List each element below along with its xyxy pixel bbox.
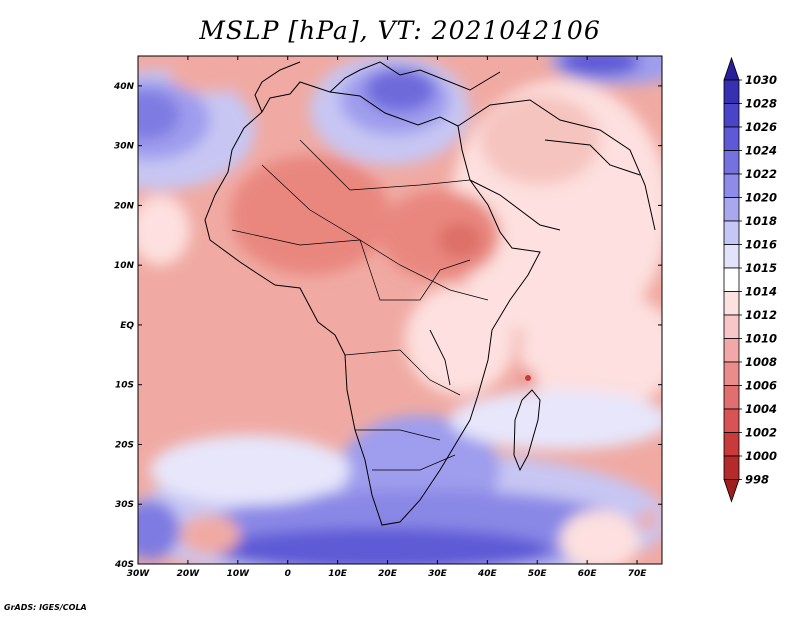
lat-tick-label: 10S xyxy=(115,381,134,391)
colorbar-label: 1015 xyxy=(745,261,777,275)
pressure-field xyxy=(138,56,662,564)
colorbar-segment xyxy=(723,291,740,316)
lon-tick-label: 20E xyxy=(378,569,398,579)
lat-tick-label: 30N xyxy=(114,142,135,152)
colorbar-segment xyxy=(723,103,740,128)
colorbar-label: 1004 xyxy=(745,402,777,416)
lat-tick-label: 20S xyxy=(115,440,134,450)
lat-tick-label: EQ xyxy=(120,321,134,331)
colorbar-label: 1018 xyxy=(745,214,777,228)
lat-tick-label: 40N xyxy=(113,82,135,92)
colorbar-label: 1022 xyxy=(745,167,777,181)
colorbar-segment xyxy=(723,173,740,198)
colorbar-label: 1014 xyxy=(745,285,777,299)
plot-frame xyxy=(137,55,663,565)
lon-tick-label: 60E xyxy=(578,569,598,579)
colorbar-label: 1024 xyxy=(745,144,777,158)
colorbar-segment xyxy=(723,267,740,292)
lon-tick-label: 50E xyxy=(528,569,548,579)
colorbar-label: 1008 xyxy=(745,355,777,369)
colorbar-segment xyxy=(723,455,740,480)
grads-credit: GrADS: IGES/COLA xyxy=(4,603,87,612)
colorbar-bottom-arrow xyxy=(723,479,740,503)
lon-tick-label: 0 xyxy=(285,569,291,579)
lon-tick-label: 20W xyxy=(177,569,201,579)
colorbar-label: 1028 xyxy=(745,97,777,111)
colorbar-segment xyxy=(723,361,740,386)
colorbar-segment xyxy=(723,126,740,151)
colorbar: 1030 1028 1026 1024 1022 1020 1018 1016 1015 1014… xyxy=(723,56,777,503)
colorbar-label: 1000 xyxy=(745,449,777,463)
colorbar-label: 1020 xyxy=(745,191,777,205)
coastlines xyxy=(204,61,656,526)
colorbar-label: 1026 xyxy=(745,120,777,134)
colorbar-label: 998 xyxy=(745,473,769,487)
lat-tick-label: 30S xyxy=(115,500,134,510)
lon-tick-label: 70E xyxy=(628,569,648,579)
colorbar-label: 1006 xyxy=(745,379,777,393)
lat-tick-label: 40S xyxy=(114,560,134,570)
colorbar-top-arrow xyxy=(723,56,740,81)
lon-tick-label: 10W xyxy=(227,569,251,579)
lat-tick-label: 20N xyxy=(114,201,135,211)
lon-tick-label: 30E xyxy=(428,569,448,579)
colorbar-label: 1012 xyxy=(745,308,777,322)
map-title: MSLP [hPa], VT: 2021042106 xyxy=(199,16,601,45)
colorbar-segment xyxy=(723,197,740,222)
colorbar-segment xyxy=(723,408,740,433)
colorbar-label: 1016 xyxy=(745,238,777,252)
colorbar-segment xyxy=(723,244,740,269)
lon-tick-label: 10E xyxy=(328,569,348,579)
colorbar-segment xyxy=(723,338,740,363)
colorbar-segment xyxy=(723,432,740,457)
colorbar-segment xyxy=(723,79,740,104)
colorbar-segment xyxy=(723,150,740,175)
colorbar-label: 1030 xyxy=(745,73,777,87)
colorbar-segment xyxy=(723,220,740,245)
lat-tick-label: 10N xyxy=(114,261,135,271)
colorbar-segment xyxy=(723,385,740,410)
lon-tick-label: 30W xyxy=(127,569,151,579)
colorbar-segment xyxy=(723,314,740,339)
colorbar-label: 1010 xyxy=(745,332,777,346)
colorbar-label: 1002 xyxy=(745,426,777,440)
lon-tick-label: 40E xyxy=(477,569,498,579)
